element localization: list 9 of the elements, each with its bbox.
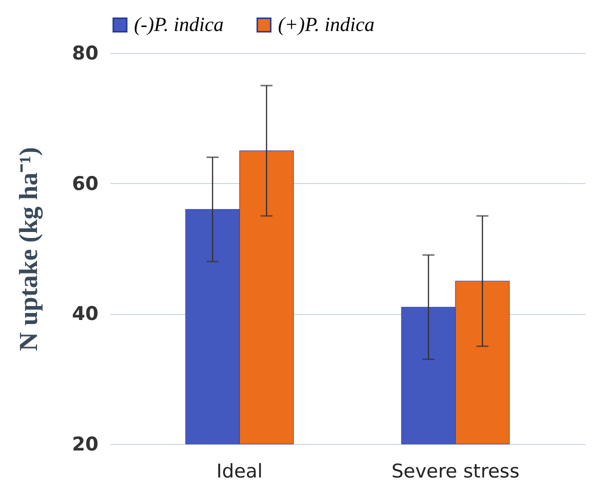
legend-label: (-)P. indica — [134, 14, 224, 36]
x-tick-label: Ideal — [216, 460, 263, 482]
y-axis-title: N uptake (kg ha⁻¹) — [14, 147, 44, 351]
y-tick-label: 80 — [72, 42, 98, 64]
y-tick-label: 60 — [72, 172, 98, 195]
y-tick-label: 40 — [72, 303, 98, 326]
x-tick-label: Severe stress — [391, 460, 520, 482]
y-tick-label: 20 — [72, 434, 98, 456]
legend-label: (+)P. indica — [278, 14, 374, 36]
